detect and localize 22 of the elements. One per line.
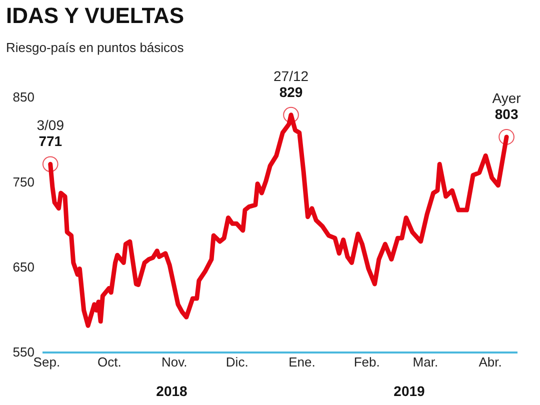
y-tick-label: 550: [12, 344, 34, 360]
annotation: 771: [38, 133, 62, 150]
annotation: 27/12: [273, 68, 309, 84]
annotation: Ayer: [492, 90, 522, 106]
chart-title: IDAS Y VUELTAS: [6, 2, 184, 28]
y-tick-label: 750: [12, 174, 34, 190]
annotation: 829: [279, 84, 303, 100]
x-tick-label: Feb.: [354, 354, 380, 370]
text: 2019: [394, 383, 426, 399]
x-tick-label: Mar.: [412, 354, 438, 370]
y-tick-label: 850: [12, 90, 34, 104]
x-tick-label: Nov.: [161, 354, 188, 370]
x-tick-label: Abr.: [478, 354, 502, 370]
x-tick-label: Dic.: [226, 354, 248, 370]
x-tick-label: Oct.: [98, 354, 122, 370]
chart-subtitle: Riesgo-país en puntos básicos: [6, 40, 184, 55]
annotation: 3/09: [36, 117, 64, 134]
x-tick-label: Ene.: [288, 354, 316, 370]
y-tick-label: 650: [12, 260, 34, 274]
x-tick-label: Sep.: [33, 354, 60, 370]
text: 2018: [156, 383, 188, 399]
annotation: 803: [494, 106, 518, 122]
